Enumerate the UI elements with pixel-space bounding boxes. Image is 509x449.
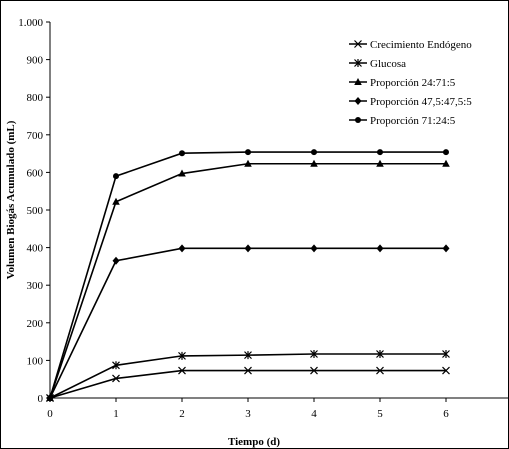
data-point bbox=[376, 350, 384, 359]
data-point bbox=[178, 244, 186, 253]
data-point bbox=[442, 366, 450, 375]
y-tick-label: 500 bbox=[27, 205, 44, 217]
x-axis-title: Tiempo (d) bbox=[228, 436, 280, 448]
data-point bbox=[178, 366, 186, 375]
legend-label: Crecimiento Endógeno bbox=[370, 39, 472, 51]
legend-entry: Proporción 24:71:5 bbox=[349, 77, 456, 89]
x-tick-label: 4 bbox=[311, 408, 317, 420]
legend-entry: Proporción 71:24:5 bbox=[349, 115, 456, 127]
y-tick-label: 1.000 bbox=[18, 17, 43, 29]
data-point bbox=[442, 159, 450, 167]
series-3 bbox=[46, 159, 450, 401]
data-point bbox=[442, 244, 450, 253]
legend-entry: Crecimiento Endógeno bbox=[349, 39, 472, 51]
data-point bbox=[244, 159, 252, 167]
x-tick-label: 3 bbox=[245, 408, 251, 420]
y-tick-label: 0 bbox=[38, 393, 44, 405]
legend: Crecimiento Endógeno Glucosa Proporción 24… bbox=[349, 39, 472, 127]
series-layer bbox=[46, 149, 450, 402]
data-point bbox=[245, 149, 251, 156]
y-tick-label: 100 bbox=[27, 355, 44, 367]
data-point bbox=[47, 395, 53, 401]
legend-label: Proporción 71:24:5 bbox=[370, 115, 456, 127]
data-point bbox=[376, 159, 384, 167]
data-point bbox=[244, 351, 252, 360]
legend-entry: Proporción 47,5:47,5:5 bbox=[349, 96, 472, 108]
x-tick-label: 6 bbox=[443, 408, 449, 420]
x-tick-label: 2 bbox=[179, 408, 185, 420]
data-point bbox=[377, 149, 383, 156]
x-tick-label: 5 bbox=[377, 408, 383, 420]
y-tick-label: 200 bbox=[27, 318, 44, 330]
data-point bbox=[311, 149, 317, 156]
data-point bbox=[112, 256, 120, 265]
y-tick-label: 700 bbox=[27, 130, 44, 142]
data-point bbox=[112, 374, 120, 383]
y-tick-label: 800 bbox=[27, 92, 44, 104]
data-point bbox=[112, 197, 120, 205]
x-tick-label: 1 bbox=[113, 408, 119, 420]
legend-marker bbox=[354, 97, 362, 105]
data-point bbox=[310, 366, 318, 375]
data-point bbox=[310, 159, 318, 167]
data-point bbox=[179, 150, 185, 157]
legend-label: Proporción 47,5:47,5:5 bbox=[370, 96, 472, 108]
axes: 0 100 200 300 400 500 600 700 800 900 1.000 0 1 2 3 4 5 6… bbox=[18, 17, 509, 420]
data-point bbox=[244, 244, 252, 253]
y-tick-label: 600 bbox=[27, 167, 44, 179]
x-tick-label: 0 bbox=[47, 408, 53, 420]
series-4 bbox=[46, 244, 450, 402]
data-point bbox=[442, 350, 450, 359]
data-point bbox=[376, 366, 384, 375]
data-point bbox=[376, 244, 384, 253]
legend-marker bbox=[354, 78, 362, 85]
data-point bbox=[178, 169, 186, 177]
legend-entry: Glucosa bbox=[349, 58, 406, 70]
legend-label: Glucosa bbox=[370, 58, 406, 70]
legend-label: Proporción 24:71:5 bbox=[370, 77, 456, 89]
data-point bbox=[310, 244, 318, 253]
legend-marker bbox=[355, 117, 361, 123]
legend-marker bbox=[354, 40, 362, 48]
data-point bbox=[244, 366, 252, 375]
data-point bbox=[310, 350, 318, 359]
legend-marker bbox=[354, 59, 362, 67]
y-tick-label: 400 bbox=[27, 243, 44, 255]
data-point bbox=[112, 361, 120, 370]
series-5 bbox=[47, 149, 449, 401]
y-tick-label: 300 bbox=[27, 280, 44, 292]
y-axis-title: Volumen Biogás Acumulado (mL) bbox=[5, 120, 17, 279]
data-point bbox=[178, 351, 186, 360]
y-tick-label: 900 bbox=[27, 55, 44, 67]
data-point bbox=[443, 149, 449, 156]
data-point bbox=[113, 173, 119, 180]
